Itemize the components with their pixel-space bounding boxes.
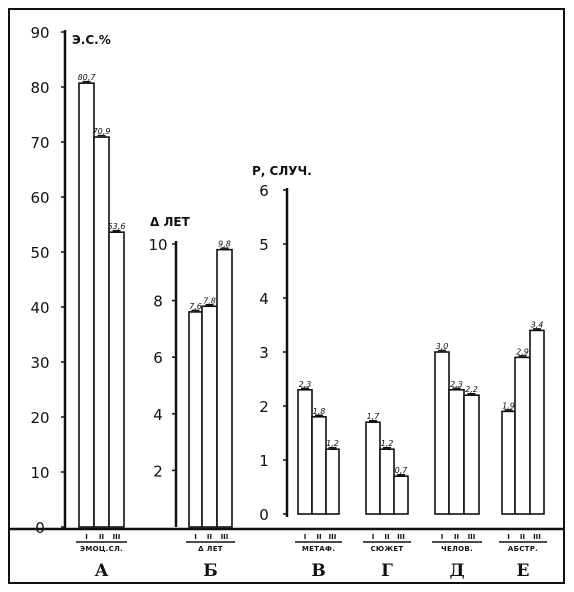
bar-E-2 (448, 388, 465, 515)
bar-A-3 (108, 231, 125, 528)
condition-label-E-3: III (468, 533, 476, 541)
bar-value-label-D-1: 1,7 (367, 412, 381, 421)
bar-value-label-A-2: 70,9 (93, 127, 111, 136)
bar-value-label-D-2: 1,2 (381, 439, 394, 448)
condition-label-C-3: III (329, 533, 337, 541)
bar-E-3 (463, 394, 480, 515)
condition-label-A-3: III (113, 533, 121, 541)
y-axis-title-A: Э.С.% (72, 33, 111, 47)
bar-value-label-B-1: 7,6 (189, 302, 202, 311)
y-axis-title-C: Р, СЛУЧ. (252, 164, 312, 178)
bar-value-label-B-3: 9,8 (218, 240, 231, 249)
y-tick-label-B: 8 (153, 293, 163, 311)
condition-label-C-1: I (304, 533, 307, 541)
category-label-D: СЮЖЕТ (371, 545, 404, 553)
y-tick-label-A: 60 (30, 189, 49, 207)
condition-label-D-3: III (397, 533, 405, 541)
condition-label-E-2: II (454, 533, 459, 541)
bar-F-2 (514, 356, 531, 515)
condition-label-A-1: I (85, 533, 88, 541)
bar-value-label-F-2: 2,9 (516, 347, 529, 356)
bar-D-3 (393, 475, 409, 515)
bar-value-label-C-2: 1,8 (313, 407, 326, 416)
y-tick-label-A: 50 (30, 244, 49, 262)
bar-value-label-A-3: 53,6 (108, 222, 126, 231)
bar-value-label-F-3: 3,4 (531, 320, 544, 329)
category-label-A: ЭМОЦ.СЛ. (80, 545, 123, 553)
category-label-E: ЧЕЛОВ. (441, 545, 473, 553)
condition-label-C-2: II (316, 533, 321, 541)
y-tick-label-A: 40 (30, 299, 49, 317)
bar-value-label-A-1: 80,7 (78, 73, 97, 82)
y-tick-label-A: 70 (30, 134, 49, 152)
bar-B-1 (188, 311, 203, 528)
bar-value-label-E-1: 3,0 (436, 342, 449, 351)
bar-value-label-E-3: 2,2 (465, 385, 478, 394)
condition-label-F-1: I (507, 533, 510, 541)
y-tick-label-C: 1 (259, 452, 269, 470)
y-axis-title-B: Δ ЛЕТ (150, 215, 191, 229)
condition-label-F-3: III (533, 533, 541, 541)
condition-label-A-2: II (99, 533, 104, 541)
bar-C-1 (297, 388, 313, 515)
bar-value-label-C-1: 2,3 (299, 380, 312, 389)
bar-F-3 (529, 329, 545, 515)
category-label-B: Δ ЛЕТ (198, 545, 223, 553)
y-tick-label-B: 10 (148, 236, 167, 254)
y-tick-label-C: 3 (259, 344, 269, 362)
y-tick-label-A: 90 (30, 24, 49, 42)
bar-E-1 (434, 351, 450, 515)
bar-value-label-E-2: 2,3 (450, 380, 463, 389)
condition-label-B-2: II (207, 533, 212, 541)
condition-label-B-1: I (194, 533, 197, 541)
category-label-C: МЕТАФ. (302, 545, 335, 553)
y-tick-label-C: 4 (259, 290, 269, 308)
y-tick-label-C: 0 (259, 506, 269, 524)
bar-value-label-C-3: 1,2 (326, 439, 339, 448)
y-tick-label-A: 20 (30, 409, 49, 427)
y-tick-label-C: 2 (259, 398, 269, 416)
y-tick-label-C: 5 (259, 236, 269, 254)
condition-label-F-2: II (520, 533, 525, 541)
bar-value-label-B-2: 7,8 (203, 296, 216, 305)
panel-letter-C: В (311, 561, 325, 581)
y-tick-label-A: 0 (35, 519, 45, 537)
bar-value-label-F-1: 1,9 (502, 401, 515, 410)
y-tick-label-A: 30 (30, 354, 49, 372)
bar-D-1 (365, 421, 381, 515)
panel-letter-F: Е (517, 561, 530, 581)
bar-A-1 (78, 82, 95, 528)
condition-label-D-2: II (384, 533, 389, 541)
bar-F-1 (501, 410, 516, 515)
y-tick-label-B: 6 (153, 349, 163, 367)
y-tick-label-A: 10 (30, 464, 49, 482)
chart-frame (8, 8, 565, 584)
bar-A-2 (93, 136, 110, 528)
category-label-F: АБСТР. (508, 545, 538, 553)
y-tick-label-B: 2 (153, 462, 163, 480)
condition-label-D-1: I (372, 533, 375, 541)
panel-letter-E: Д (449, 561, 464, 581)
bar-C-2 (311, 415, 327, 515)
bar-B-2 (201, 305, 218, 528)
panel-letter-B: Б (203, 561, 218, 581)
y-tick-label-B: 4 (153, 406, 163, 424)
panel-letter-D: Г (381, 561, 393, 581)
bar-D-2 (379, 448, 395, 515)
condition-label-E-1: I (441, 533, 444, 541)
y-tick-label-C: 6 (259, 182, 269, 200)
bar-C-3 (325, 448, 340, 515)
bar-B-3 (216, 248, 233, 528)
panel-letter-A: А (95, 561, 109, 581)
condition-label-B-3: III (221, 533, 229, 541)
bar-value-label-D-3: 0,7 (395, 466, 409, 475)
y-tick-label-A: 80 (30, 79, 49, 97)
